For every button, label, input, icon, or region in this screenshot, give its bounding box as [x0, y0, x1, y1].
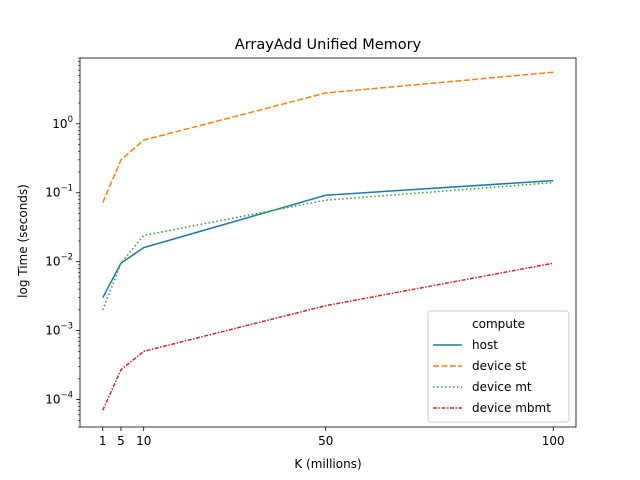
y-tick-label-base: 10	[52, 117, 67, 131]
y-tick-label: 10−1	[45, 184, 73, 200]
legend-label: device st	[472, 359, 526, 373]
series-line-device-st	[102, 71, 554, 203]
y-tick-label-base: 10	[45, 324, 60, 338]
y-tick-label: 10−3	[45, 322, 73, 338]
y-tick-label-base: 10	[45, 186, 60, 200]
series-line-host	[102, 179, 554, 299]
y-tick-label-exponent: 0	[68, 115, 73, 125]
legend-title: compute	[472, 317, 525, 331]
y-tick-label: 100	[52, 115, 73, 131]
y-tick-label-base: 10	[45, 255, 60, 269]
y-tick-label: 10−2	[45, 253, 73, 269]
legend-label: host	[472, 338, 498, 352]
legend: compute host device st device mt device mbm…	[427, 310, 570, 423]
x-tick-label: 5	[117, 434, 125, 448]
y-tick-label-base: 10	[45, 393, 60, 407]
plot-frame	[79, 57, 577, 428]
chart-title: ArrayAdd Unified Memory	[235, 37, 422, 53]
x-tick-label: 1	[99, 434, 107, 448]
legend-frame	[427, 310, 570, 423]
series-line-device-mbmt	[102, 262, 554, 411]
x-axis-label: K (millions)	[294, 457, 361, 471]
x-tick-label: 100	[542, 434, 565, 448]
y-axis-label: log Time (seconds)	[16, 184, 30, 298]
legend-label: device mbmt	[472, 401, 551, 415]
x-tick-label: 50	[318, 434, 333, 448]
series-line-device-mt	[102, 181, 554, 311]
y-tick-label-exponent: −4	[60, 391, 73, 401]
legend-label: device mt	[472, 380, 532, 394]
plot-area	[102, 71, 554, 411]
y-tick-label-exponent: −1	[60, 184, 73, 194]
y-tick-label: 10−4	[45, 391, 73, 407]
y-tick-label-exponent: −3	[60, 322, 73, 332]
y-tick-label-exponent: −2	[60, 253, 73, 263]
x-axis: 1 5 10 50 100	[99, 427, 565, 448]
x-tick-label: 10	[136, 434, 151, 448]
